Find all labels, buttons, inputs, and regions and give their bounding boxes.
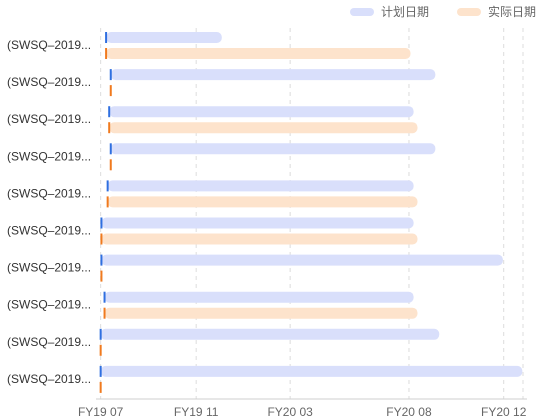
- plan-bar: [107, 180, 414, 192]
- actual-start-marker: [108, 122, 111, 134]
- row-label: (SWSQ–2019...: [7, 372, 91, 386]
- legend-item-plan[interactable]: 计划日期: [349, 3, 429, 20]
- plan-start-marker: [99, 365, 102, 377]
- plan-bar: [110, 69, 436, 81]
- plan-start-marker: [100, 217, 103, 229]
- plan-bar: [109, 106, 414, 118]
- x-tick-label: FY20 08: [386, 405, 432, 419]
- actual-bar: [109, 122, 418, 134]
- plan-start-marker: [100, 254, 103, 266]
- actual-bar: [106, 48, 411, 59]
- plan-bar: [100, 328, 440, 340]
- legend-item-actual[interactable]: 实际日期: [456, 3, 536, 20]
- row-label: (SWSQ–2019...: [7, 335, 91, 349]
- legend-label-actual: 实际日期: [487, 5, 536, 19]
- plan-bar: [106, 32, 222, 43]
- row-label: (SWSQ–2019...: [7, 75, 91, 89]
- actual-start-marker: [103, 307, 106, 319]
- actual-start-marker: [100, 270, 103, 282]
- actual-start-marker: [100, 233, 103, 245]
- plan-start-marker: [105, 32, 108, 43]
- plan-start-marker: [106, 180, 109, 192]
- x-tick-label: FY20 03: [267, 405, 313, 419]
- row-label: (SWSQ–2019...: [7, 149, 91, 163]
- actual-start-marker: [109, 159, 112, 171]
- plan-bar: [100, 365, 523, 377]
- x-tick-label: FY19 07: [78, 405, 124, 419]
- plan-bar: [110, 143, 436, 155]
- row-label: (SWSQ–2019...: [7, 224, 91, 238]
- row-label: (SWSQ–2019...: [7, 261, 91, 275]
- actual-start-marker: [99, 381, 102, 393]
- row-label: (SWSQ–2019...: [7, 186, 91, 200]
- actual-start-marker: [99, 344, 102, 356]
- x-tick-label: FY19 11: [174, 405, 219, 419]
- plan-start-marker: [103, 291, 106, 303]
- actual-bar: [104, 307, 418, 319]
- legend-label-plan: 计划日期: [380, 5, 429, 19]
- row-label: (SWSQ–2019...: [7, 112, 91, 126]
- actual-start-marker: [106, 196, 109, 208]
- legend: 计划日期 实际日期: [349, 3, 536, 20]
- legend-swatch-plan: [349, 7, 374, 16]
- plan-start-marker: [109, 69, 112, 81]
- actual-start-marker: [109, 85, 112, 97]
- plan-bar: [101, 254, 503, 266]
- plan-bar: [101, 217, 414, 229]
- row-label: (SWSQ–2019...: [7, 298, 91, 312]
- plan-start-marker: [99, 328, 102, 340]
- actual-bar: [101, 233, 418, 245]
- plan-bar: [104, 291, 414, 303]
- plan-start-marker: [108, 106, 111, 118]
- x-tick-label: FY20 12: [481, 405, 527, 419]
- actual-start-marker: [105, 48, 108, 59]
- actual-bar: [107, 196, 418, 208]
- plan-start-marker: [109, 143, 112, 155]
- row-label: (SWSQ–2019...: [7, 38, 91, 52]
- legend-swatch-actual: [456, 7, 481, 16]
